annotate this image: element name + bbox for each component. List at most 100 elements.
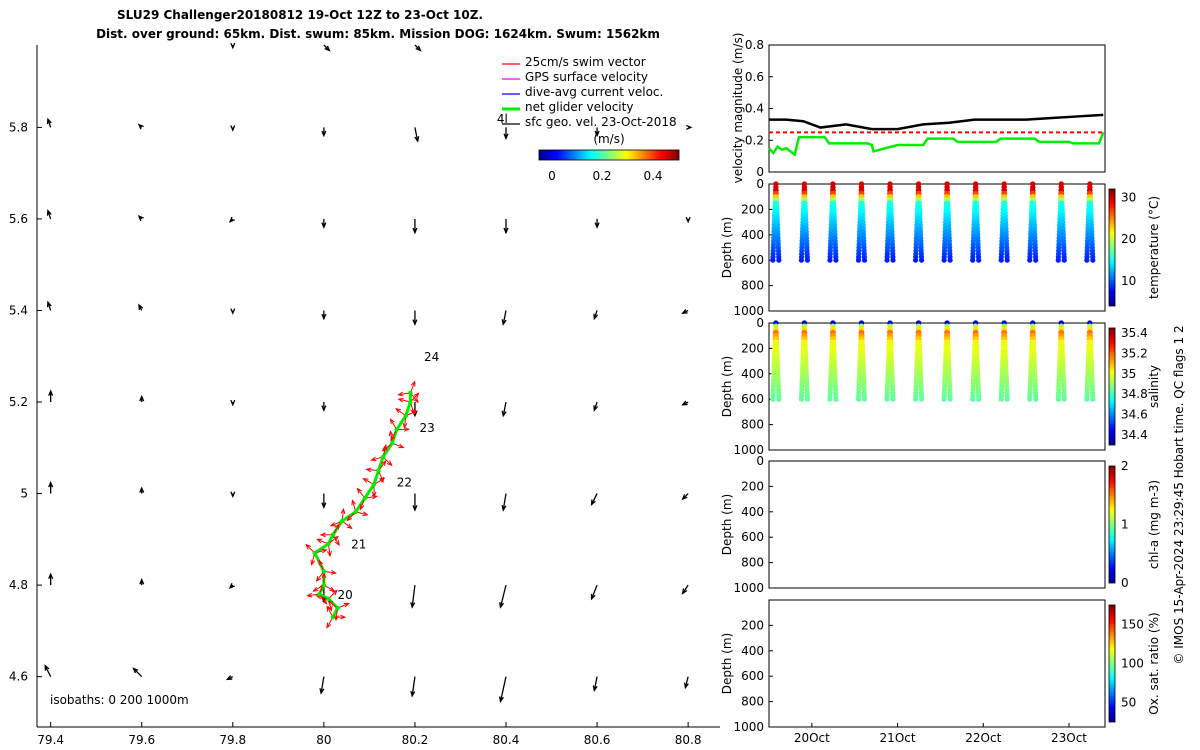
sfc-velocity-arrow	[228, 582, 235, 590]
profile-dot	[1084, 396, 1090, 402]
track-point	[339, 518, 345, 524]
sfc-velocity-arrow	[592, 676, 598, 693]
profile-dot	[941, 257, 947, 263]
sfc-velocity-arrow	[230, 399, 236, 407]
profile-dot	[976, 257, 982, 263]
map-xtick-label: 79.6	[128, 733, 155, 747]
map-xtick-label: 80	[316, 733, 331, 747]
track-point	[321, 569, 327, 574]
sfc-velocity-arrow	[319, 676, 325, 695]
profile-dot	[798, 257, 805, 263]
profile-dot	[947, 396, 953, 402]
sfc-velocity-arrow	[230, 125, 236, 132]
sfc-velocity-arrow	[230, 491, 236, 498]
legend-swim-label: 25cm/s swim vector	[525, 55, 646, 69]
depth-ytick-label: 200	[741, 341, 764, 355]
colorbar-label: chl-a (mg m-3)	[1147, 480, 1161, 569]
profile-dots	[770, 320, 1096, 402]
map-colorbar-tick-0: 0	[548, 169, 556, 183]
depth-ytick-label: 800	[741, 556, 764, 570]
sfc-velocity-arrow	[139, 577, 145, 586]
depth-ylabel: Depth (m)	[720, 494, 734, 555]
profile-dot	[918, 257, 925, 263]
legend-gps-label: GPS surface velocity	[525, 70, 648, 84]
sfc-velocity-arrow	[137, 215, 144, 222]
sfc-velocity-arrow	[323, 44, 331, 52]
profile-dot	[1004, 257, 1010, 263]
depth-panel-oxygen: 200 400 600 800 1000 Depth (m) 50 100 150 Ox. sat…	[720, 599, 1161, 745]
sfc-velocity-arrow	[321, 218, 327, 229]
sfc-velocity-arrow	[593, 401, 599, 412]
sfc-velocity-arrow	[46, 300, 52, 311]
profile-dot	[804, 257, 811, 263]
time-xtick-label: 21Oct	[880, 731, 916, 745]
depth-ytick-label: 400	[741, 228, 764, 242]
depth-ytick-label: 800	[741, 279, 764, 293]
profile-dot	[1090, 396, 1096, 402]
profile-dot	[855, 257, 862, 263]
sfc-velocity-arrow	[321, 127, 327, 138]
depth-panel-salinity: 0 200 400 600 800 1000 Depth (m) 34.4 34.6 34.8 35…	[720, 316, 1161, 457]
chart-title: SLU29 Challenger20180812 19-Oct 12Z to 2…	[117, 8, 483, 22]
sfc-velocity-arrow	[321, 310, 327, 321]
depth-colorbar	[1108, 188, 1116, 307]
track-point	[326, 596, 331, 602]
sfc-velocity-arrow	[594, 218, 600, 229]
profile-dot	[776, 257, 782, 263]
map-legend: 25cm/s swim vector GPS surface velocity …	[502, 55, 677, 129]
depth-ytick-label: 400	[741, 505, 764, 519]
profile-dot	[804, 396, 811, 402]
track-point	[376, 468, 381, 473]
profile-dot	[798, 396, 805, 402]
sfc-velocity-arrow	[48, 389, 54, 403]
profile-dot	[1004, 396, 1010, 402]
track-point	[380, 454, 386, 460]
map-ytick-label: 5.4	[9, 303, 28, 317]
track-point	[353, 509, 358, 515]
depth-ytick-label: 800	[741, 418, 764, 432]
map-colorbar-label: (m/s)	[593, 132, 624, 146]
colorbar-tick-label: 1	[1121, 518, 1129, 532]
profile-dot	[970, 257, 976, 263]
track-point	[403, 413, 409, 418]
profile-dot	[827, 257, 833, 263]
profile-dot	[833, 257, 839, 263]
day-label: 21	[351, 537, 366, 551]
depth-ylabel: Depth (m)	[720, 633, 734, 694]
colorbar-label: salinity	[1147, 365, 1161, 408]
sfc-velocity-arrow	[498, 676, 507, 703]
map-axes: 79.4 79.6 79.8 80 80.2 80.4 80.6 80.8 4.6 4.8 5 5.…	[9, 42, 720, 747]
sfc-velocity-arrow	[321, 402, 327, 412]
day-label: 22	[397, 476, 412, 490]
sfc-velocity-arrow	[44, 664, 52, 677]
track-point	[312, 550, 317, 556]
profile-dot	[1061, 396, 1067, 402]
track-point	[408, 399, 413, 405]
depth-ytick-label: 200	[741, 202, 764, 216]
profile-dot	[827, 396, 833, 402]
depth-panel-chla: 0 200 400 600 800 1000 Depth (m) 0 1 2 chl-a (mg m…	[720, 454, 1161, 595]
track-point	[317, 592, 322, 597]
velocity-series-line	[768, 131, 1105, 157]
sfc-velocity-arrow	[412, 310, 418, 326]
sfc-velocity-arrow	[681, 400, 689, 406]
colorbar-tick-label: 35.4	[1121, 326, 1148, 340]
profile-dot	[1055, 396, 1061, 402]
map-ytick-label: 4.8	[9, 578, 28, 592]
velocity-ytick-label: 0.4	[745, 102, 764, 116]
profile-dot	[918, 396, 925, 402]
sfc-velocity-arrow	[230, 42, 236, 50]
sfc-velocity-arrow	[228, 216, 235, 223]
colorbar-tick-label: 35	[1121, 367, 1136, 381]
isobaths-label: isobaths: 0 200 1000m	[50, 693, 189, 707]
sfc-velocity-arrow	[503, 218, 509, 235]
sfc-velocity-arrow	[501, 310, 507, 326]
sfc-velocity-arrow	[501, 401, 507, 418]
map-colorbar-gradient	[538, 149, 680, 161]
chart-subtitle: Dist. over ground: 65km. Dist. swum: 85k…	[96, 27, 660, 41]
depth-ytick-label: 1000	[733, 443, 764, 457]
profile-dot	[1061, 257, 1067, 263]
depth-colorbar	[1108, 604, 1116, 723]
colorbar-tick-label: 30	[1121, 190, 1136, 204]
profile-dot	[976, 396, 982, 402]
